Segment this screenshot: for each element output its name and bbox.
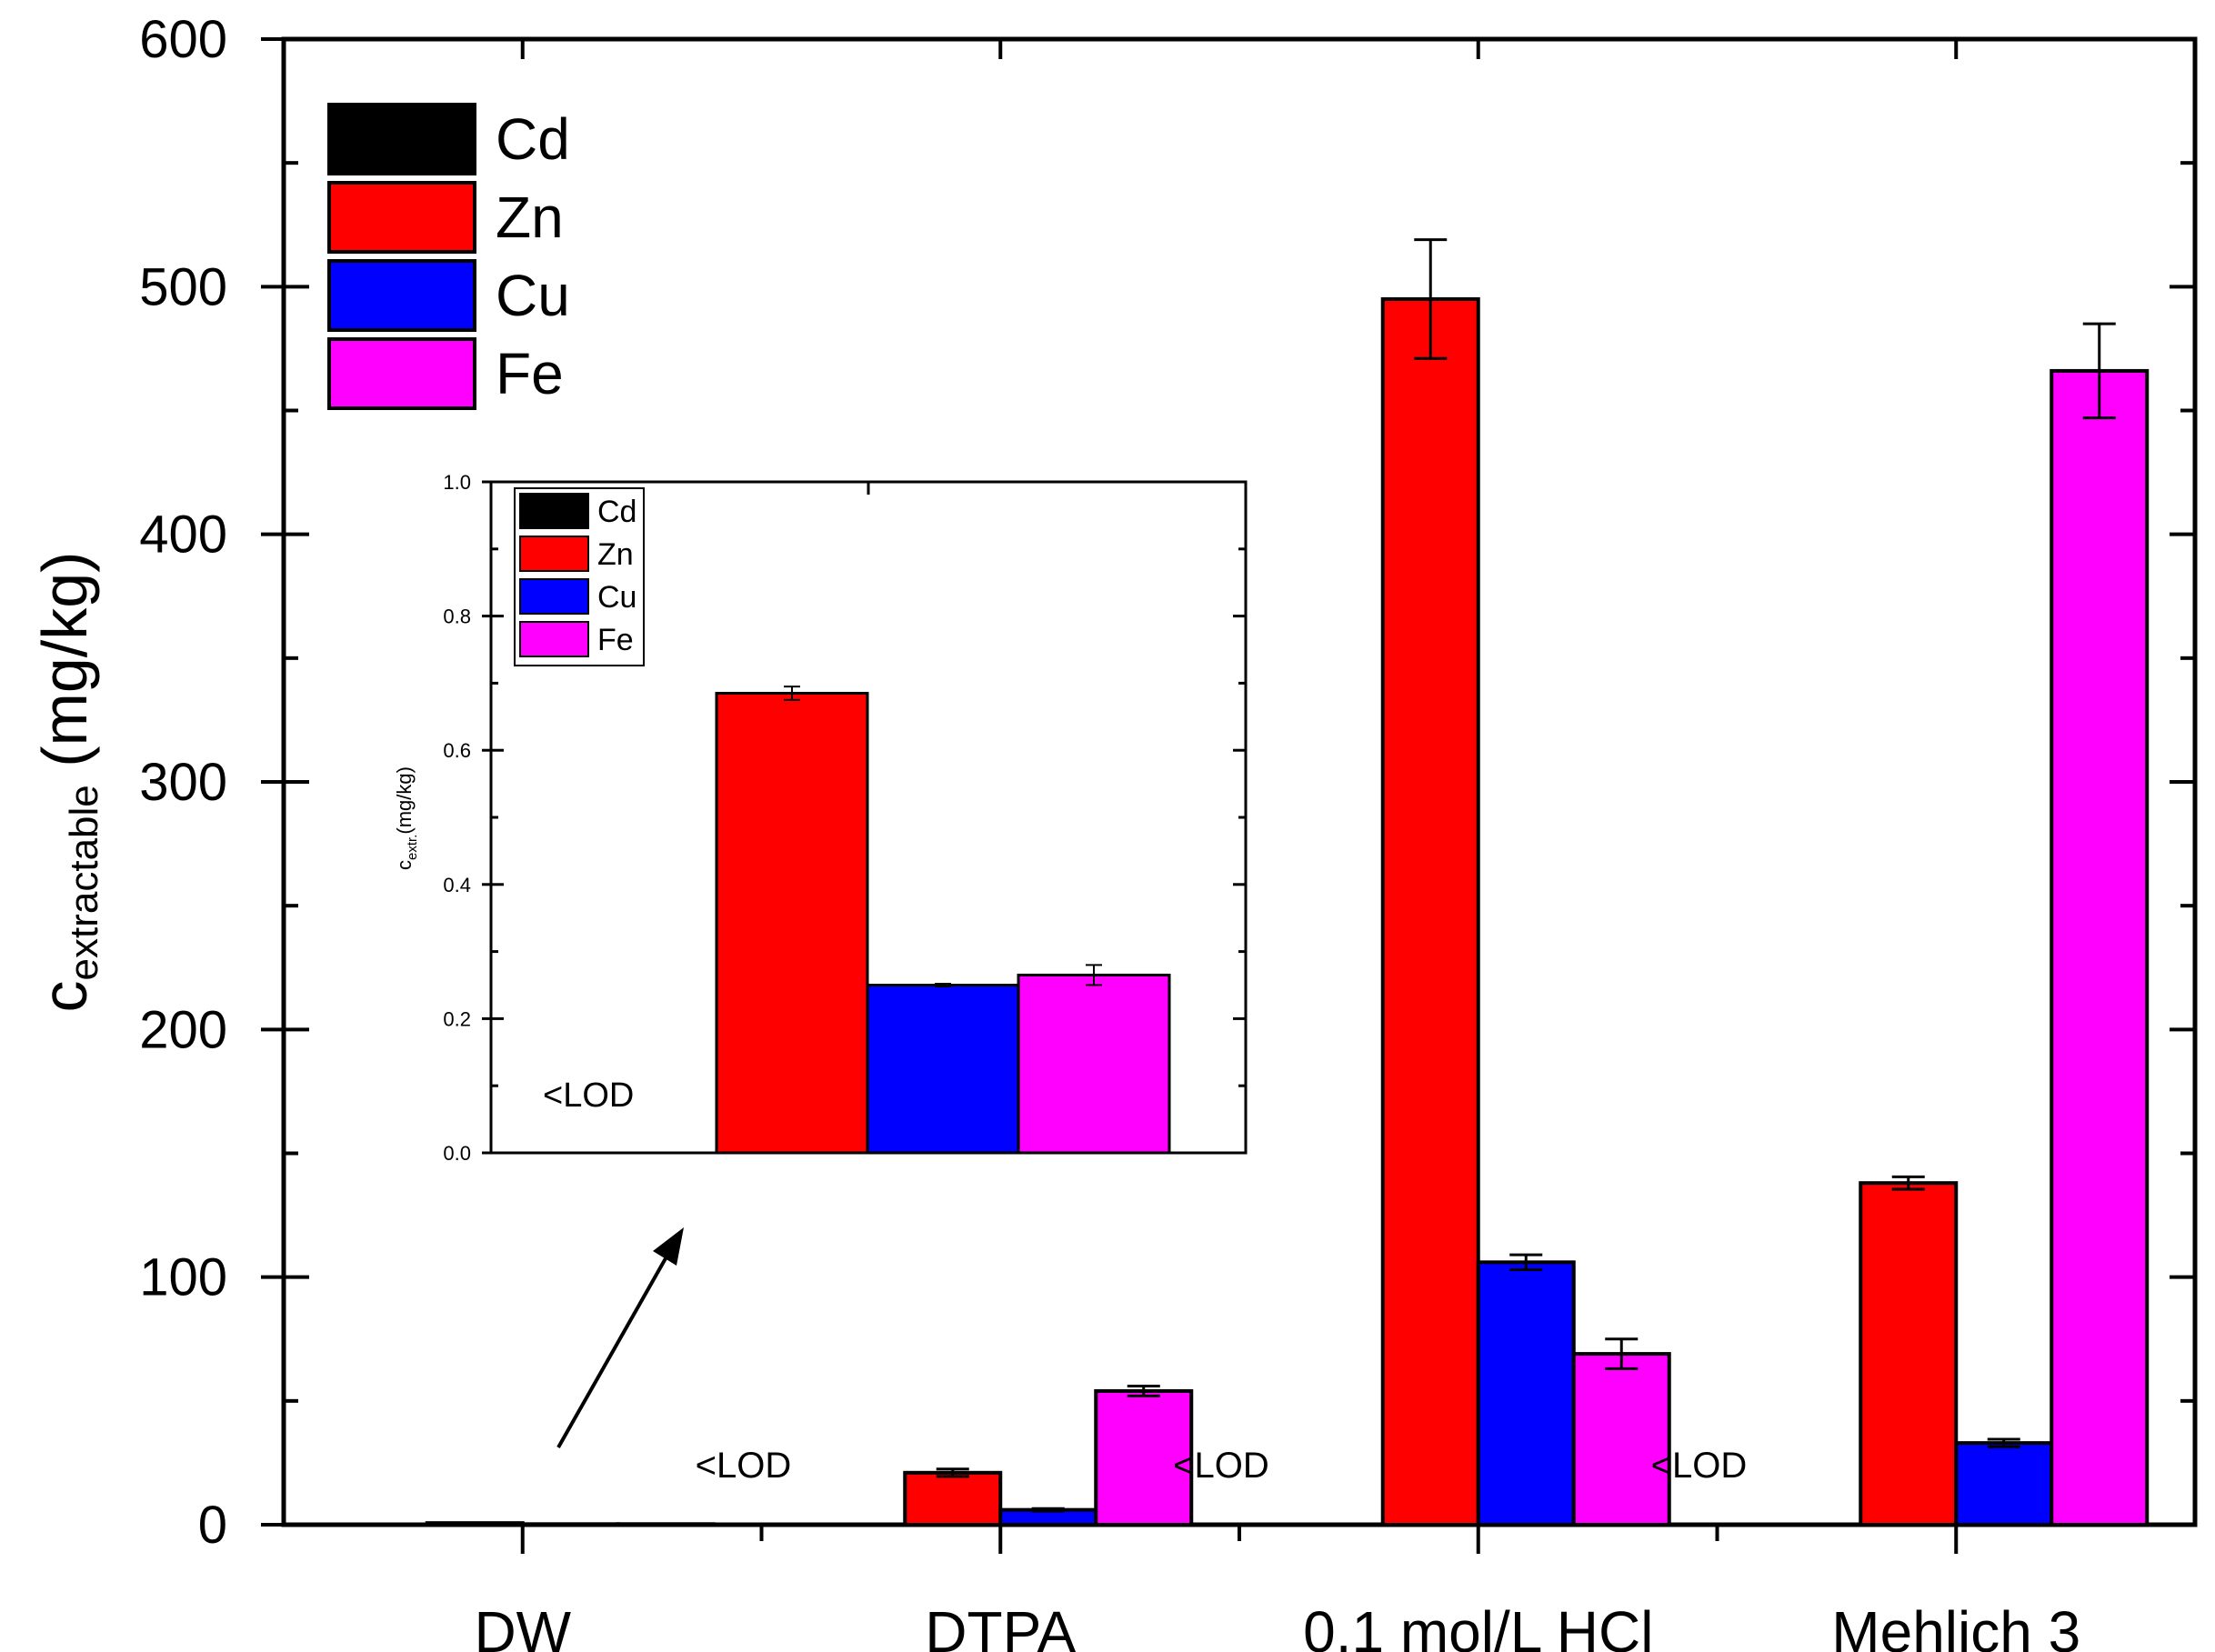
bar-fe bbox=[1571, 1352, 1671, 1527]
inset-legend-label: Cd bbox=[597, 495, 636, 529]
lod-label: <LOD bbox=[1651, 1446, 1748, 1486]
y-tick-label: 600 bbox=[139, 10, 227, 69]
inset-legend-swatch-fe bbox=[519, 621, 589, 657]
inset-legend-label: Fe bbox=[597, 623, 634, 657]
inset-y-tick-label: 0.0 bbox=[443, 1142, 471, 1165]
inset-legend-label: Cu bbox=[597, 580, 636, 615]
bar-cu bbox=[1954, 1441, 2054, 1527]
lod-label: <LOD bbox=[1173, 1446, 1269, 1486]
main-legend: Cd Zn Cu Fe bbox=[327, 103, 570, 410]
inset-lod-label: <LOD bbox=[543, 1076, 634, 1115]
legend-label: Cd bbox=[496, 106, 570, 172]
inset-y-tick-label: 0.4 bbox=[443, 874, 471, 896]
inset-y-tick-label: 0.6 bbox=[443, 739, 471, 762]
y-tick-label: 500 bbox=[139, 257, 227, 316]
lod-label: <LOD bbox=[696, 1446, 792, 1486]
bar-fe bbox=[2050, 368, 2150, 1527]
inset-legend-swatch-cu bbox=[519, 578, 589, 615]
y-tick-label: 200 bbox=[139, 1000, 227, 1059]
inset-bars bbox=[715, 686, 1171, 1155]
inset-legend-swatch-zn bbox=[519, 536, 589, 572]
inset-y-tick-label: 0.8 bbox=[443, 606, 471, 628]
main-x-ticks: DW DTPA 0.1 mol/L HCl Mehlich 3 bbox=[474, 39, 2080, 1652]
bar-cd-dw bbox=[331, 1523, 427, 1525]
legend-swatch-cu bbox=[327, 259, 476, 332]
x-category-label: DW bbox=[474, 1599, 571, 1652]
inset-arrow-head bbox=[653, 1227, 684, 1266]
x-category-label: 0.1 mol/L HCl bbox=[1303, 1599, 1653, 1652]
legend-swatch-cd bbox=[327, 103, 476, 175]
inset-legend: Cd Zn Cu Fe bbox=[514, 487, 645, 666]
main-bars: <LOD <LOD <LOD bbox=[331, 238, 2150, 1527]
inset-y-axis-label: cextr.(mg/kg) bbox=[393, 766, 420, 870]
legend-swatch-zn bbox=[327, 181, 476, 254]
y-tick-label: 0 bbox=[198, 1496, 227, 1555]
inset-legend-swatch-cd bbox=[519, 493, 589, 529]
inset-y-tick-label: 0.2 bbox=[443, 1007, 471, 1030]
inset-bar-fe bbox=[1017, 973, 1171, 1155]
legend-label: Fe bbox=[496, 341, 564, 406]
bar-zn bbox=[1859, 1181, 1959, 1527]
x-category-label: DTPA bbox=[925, 1599, 1076, 1652]
inset-y-tick-label: 1.0 bbox=[443, 471, 471, 494]
inset-arrow bbox=[556, 1245, 675, 1448]
inset-legend-label: Zn bbox=[597, 537, 634, 572]
main-y-ticks: 0 100 200 300 400 500 600 bbox=[139, 10, 2195, 1555]
legend-swatch-fe bbox=[327, 337, 476, 410]
inset-bar-zn bbox=[715, 691, 869, 1155]
x-category-label: Mehlich 3 bbox=[1831, 1599, 2080, 1652]
main-y-axis-label: cextractable (mg/kg) bbox=[29, 552, 106, 1013]
legend-label: Cu bbox=[496, 263, 570, 328]
bar-fe bbox=[1094, 1388, 1194, 1527]
bar-zn bbox=[903, 1470, 1003, 1527]
bar-cu bbox=[1476, 1260, 1576, 1527]
y-tick-label: 300 bbox=[139, 753, 227, 812]
y-tick-label: 400 bbox=[139, 506, 227, 565]
inset-y-ticks: 0.0 0.2 0.4 0.6 0.8 1.0 bbox=[443, 471, 1246, 1165]
legend-label: Zn bbox=[496, 185, 564, 250]
inset-bar-cu bbox=[866, 984, 1020, 1155]
y-tick-label: 100 bbox=[139, 1248, 227, 1307]
bar-zn bbox=[1380, 296, 1480, 1527]
